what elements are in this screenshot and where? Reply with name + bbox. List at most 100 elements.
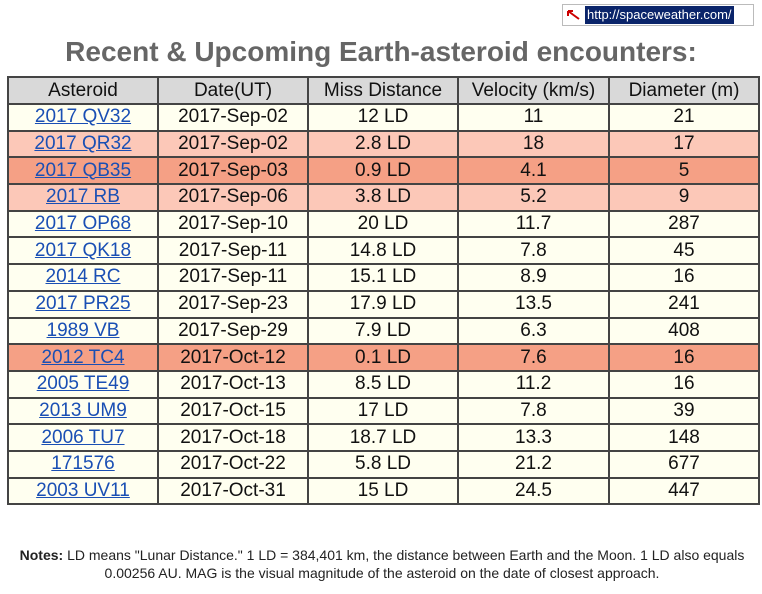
asteroid-link[interactable]: 1989 VB xyxy=(46,319,120,341)
table-row: 2017 PR25 2017-Sep-23 17.9 LD 13.5 241 xyxy=(7,289,760,319)
table-cell: 17 xyxy=(608,129,760,159)
asteroid-cell: 2017 OP68 xyxy=(7,209,159,239)
table-cell: 5.8 LD xyxy=(307,449,459,479)
asteroid-link[interactable]: 2017 OP68 xyxy=(34,213,132,235)
table-cell: 2017-Sep-02 xyxy=(157,103,309,132)
header-cell: Miss Distance xyxy=(307,76,459,105)
table-cell: 2017-Sep-06 xyxy=(157,183,309,212)
table-cell: 17.9 LD xyxy=(307,289,459,319)
asteroid-cell: 2017 QR32 xyxy=(7,129,159,159)
table-cell: 7.6 xyxy=(457,343,610,372)
page-title: Recent & Upcoming Earth-asteroid encount… xyxy=(65,36,697,67)
asteroid-link[interactable]: 2017 QV32 xyxy=(34,106,132,128)
table-cell: 45 xyxy=(608,236,760,266)
table-cell: 0.1 LD xyxy=(307,343,459,372)
table-cell: 2017-Oct-31 xyxy=(157,476,309,506)
table-row: 2017 RB 2017-Sep-06 3.8 LD 5.2 9 xyxy=(7,183,760,212)
header-cell: Velocity (km/s) xyxy=(457,76,610,105)
table-cell: 20 LD xyxy=(307,209,459,239)
asteroid-link[interactable]: 171576 xyxy=(51,453,115,475)
url-text: http://spaceweather.com/ xyxy=(585,6,734,24)
table-cell: 148 xyxy=(608,423,760,452)
asteroid-cell: 2006 TU7 xyxy=(7,423,159,452)
table-row: 171576 2017-Oct-22 5.8 LD 21.2 677 xyxy=(7,449,760,479)
url-box[interactable]: http://spaceweather.com/ xyxy=(562,4,754,26)
table-cell: 24.5 xyxy=(457,476,610,506)
table-cell: 16 xyxy=(608,369,760,399)
table-cell: 9 xyxy=(608,183,760,212)
header-cell: Diameter (m) xyxy=(608,76,760,105)
table-cell: 8.9 xyxy=(457,263,610,292)
table-cell: 2017-Oct-15 xyxy=(157,396,309,426)
table-cell: 12 LD xyxy=(307,103,459,132)
table-cell: 2017-Sep-29 xyxy=(157,316,309,346)
encounters-table: Asteroid Date(UT) Miss Distance Velocity (k… xyxy=(7,76,760,506)
table-cell: 2017-Sep-11 xyxy=(157,236,309,266)
table-cell: 7.8 xyxy=(457,396,610,426)
table-cell: 2017-Oct-13 xyxy=(157,369,309,399)
table-row: 2017 QK18 2017-Sep-11 14.8 LD 7.8 45 xyxy=(7,236,760,266)
header-row: Asteroid Date(UT) Miss Distance Velocity (k… xyxy=(7,76,760,105)
asteroid-cell: 2012 TC4 xyxy=(7,343,159,372)
table-cell: 11.2 xyxy=(457,369,610,399)
table-cell: 21 xyxy=(608,103,760,132)
table-cell: 8.5 LD xyxy=(307,369,459,399)
table-cell: 16 xyxy=(608,343,760,372)
table-cell: 11 xyxy=(457,103,610,132)
table-cell: 2017-Sep-10 xyxy=(157,209,309,239)
notes: Notes: LD means "Lunar Distance." 1 LD =… xyxy=(6,546,758,582)
header-cell: Asteroid xyxy=(7,76,159,105)
table-cell: 2017-Sep-23 xyxy=(157,289,309,319)
table-row: 2006 TU7 2017-Oct-18 18.7 LD 13.3 148 xyxy=(7,423,760,452)
table-cell: 15.1 LD xyxy=(307,263,459,292)
table-cell: 7.8 xyxy=(457,236,610,266)
asteroid-cell: 2014 RC xyxy=(7,263,159,292)
table-cell: 241 xyxy=(608,289,760,319)
asteroid-cell: 2017 RB xyxy=(7,183,159,212)
table-cell: 447 xyxy=(608,476,760,506)
table-cell: 2.8 LD xyxy=(307,129,459,159)
table-cell: 16 xyxy=(608,263,760,292)
asteroid-link[interactable]: 2014 RC xyxy=(45,266,121,288)
table-row: 2012 TC4 2017-Oct-12 0.1 LD 7.6 16 xyxy=(7,343,760,372)
table-cell: 7.9 LD xyxy=(307,316,459,346)
table-cell: 39 xyxy=(608,396,760,426)
table-cell: 0.9 LD xyxy=(307,156,459,186)
table-cell: 17 LD xyxy=(307,396,459,426)
table-cell: 287 xyxy=(608,209,760,239)
table-cell: 5.2 xyxy=(457,183,610,212)
table-row: 2014 RC 2017-Sep-11 15.1 LD 8.9 16 xyxy=(7,263,760,292)
table-cell: 2017-Sep-11 xyxy=(157,263,309,292)
asteroid-link[interactable]: 2013 UM9 xyxy=(39,399,127,421)
asteroid-cell: 2013 UM9 xyxy=(7,396,159,426)
table-cell: 5 xyxy=(608,156,760,186)
asteroid-cell: 2017 QK18 xyxy=(7,236,159,266)
asteroid-link[interactable]: 2003 UV11 xyxy=(36,479,130,501)
asteroid-link[interactable]: 2017 QK18 xyxy=(34,239,132,261)
table-cell: 2017-Oct-18 xyxy=(157,423,309,452)
table-cell: 18 xyxy=(457,129,610,159)
table-cell: 15 LD xyxy=(307,476,459,506)
table-cell: 21.2 xyxy=(457,449,610,479)
asteroid-link[interactable]: 2017 QR32 xyxy=(34,133,132,155)
asteroid-link[interactable]: 2006 TU7 xyxy=(41,426,125,448)
table-cell: 18.7 LD xyxy=(307,423,459,452)
link-icon xyxy=(567,10,580,20)
asteroid-cell: 2005 TE49 xyxy=(7,369,159,399)
asteroid-link[interactable]: 2005 TE49 xyxy=(36,373,130,395)
asteroid-link[interactable]: 2017 RB xyxy=(46,186,120,208)
asteroid-link[interactable]: 2012 TC4 xyxy=(41,346,125,368)
table-cell: 13.3 xyxy=(457,423,610,452)
asteroid-cell: 2017 PR25 xyxy=(7,289,159,319)
table-cell: 2017-Oct-12 xyxy=(157,343,309,372)
asteroid-cell: 2017 QB35 xyxy=(7,156,159,186)
asteroid-cell: 171576 xyxy=(7,449,159,479)
asteroid-link[interactable]: 2017 QB35 xyxy=(34,159,132,181)
asteroid-cell: 2017 QV32 xyxy=(7,103,159,132)
asteroid-link[interactable]: 2017 PR25 xyxy=(35,293,131,315)
table-row: 2003 UV11 2017-Oct-31 15 LD 24.5 447 xyxy=(7,476,760,506)
table-row: 2005 TE49 2017-Oct-13 8.5 LD 11.2 16 xyxy=(7,369,760,399)
table-cell: 11.7 xyxy=(457,209,610,239)
table-cell: 4.1 xyxy=(457,156,610,186)
table-cell: 2017-Sep-02 xyxy=(157,129,309,159)
